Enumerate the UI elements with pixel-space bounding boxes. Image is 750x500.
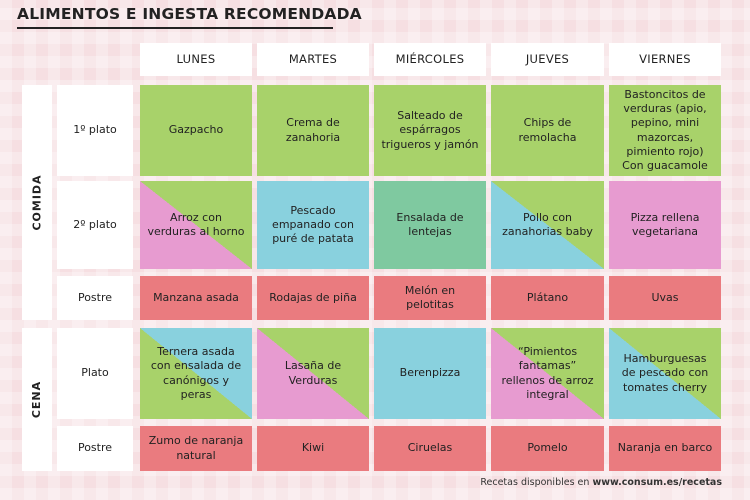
footer-note: Recetas disponibles en www.consum.es/rec… (480, 477, 722, 488)
menu-cell: Gazpacho (140, 85, 252, 176)
menu-cell: Pizza rellena vegetariana (609, 181, 721, 269)
menu-cell: Chips de remolacha (491, 85, 604, 176)
menu-cell: Manzana asada (140, 276, 252, 320)
row-label-cena-postre: Postre (57, 426, 133, 471)
title-underline (17, 27, 333, 29)
menu-cell: Pollo con zanahorias baby (491, 181, 604, 269)
menu-cell: Uvas (609, 276, 721, 320)
header-viernes: VIERNES (609, 43, 721, 76)
menu-cell: Crema de zanahoria (257, 85, 369, 176)
header-miercoles: MIÉRCOLES (374, 43, 486, 76)
menu-cell: Arroz con verduras al horno (140, 181, 252, 269)
footer-link[interactable]: www.consum.es/recetas (592, 477, 722, 488)
row-label-comida-plato1: 1º plato (57, 85, 133, 176)
footer-text: Recetas disponibles en (480, 477, 593, 488)
menu-cell: Ensalada de lentejas (374, 181, 486, 269)
menu-cell: Melón en pelotitas (374, 276, 486, 320)
menu-cell: Ciruelas (374, 426, 486, 471)
page-title: ALIMENTOS E INGESTA RECOMENDADA (17, 5, 362, 23)
menu-cell: “Pimientos fantamas” rellenos de arroz i… (491, 328, 604, 419)
menu-cell: Ternera asada con ensalada de canónigos … (140, 328, 252, 419)
menu-cell: Rodajas de piña (257, 276, 369, 320)
header-martes: MARTES (257, 43, 369, 76)
section-comida: COMIDA (22, 85, 52, 320)
section-comida-label: COMIDA (30, 174, 44, 231)
menu-cell: Salteado de espárragos trigueros y jamón (374, 85, 486, 176)
menu-cell: Lasaña de Verduras (257, 328, 369, 419)
menu-cell: Hamburguesas de pescado con tomates cher… (609, 328, 721, 419)
section-cena-label: CENA (30, 380, 44, 419)
row-label-comida-postre: Postre (57, 276, 133, 320)
menu-cell: Plátano (491, 276, 604, 320)
menu-cell: Bastoncitos de verduras (apio, pepino, m… (609, 85, 721, 176)
menu-cell: Zumo de naranja natural (140, 426, 252, 471)
menu-cell: Kiwi (257, 426, 369, 471)
header-jueves: JUEVES (491, 43, 604, 76)
menu-cell: Naranja en barco (609, 426, 721, 471)
section-cena: CENA (22, 328, 52, 471)
row-label-comida-plato2: 2º plato (57, 181, 133, 269)
menu-cell: Berenpizza (374, 328, 486, 419)
menu-cell: Pomelo (491, 426, 604, 471)
row-label-cena-plato: Plato (57, 328, 133, 419)
menu-cell: Pescado empanado con puré de patata (257, 181, 369, 269)
header-lunes: LUNES (140, 43, 252, 76)
